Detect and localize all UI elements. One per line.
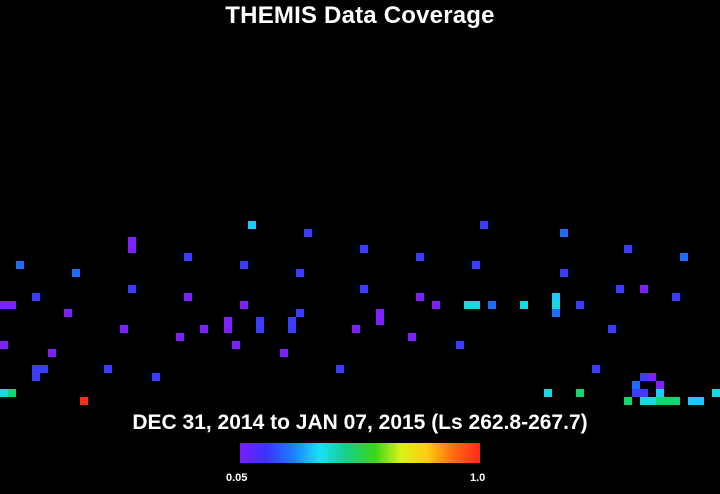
coverage-cell [640,389,648,397]
coverage-cell [224,317,232,325]
coverage-cell [128,245,136,253]
coverage-cell [248,221,256,229]
coverage-cell [640,373,648,381]
coverage-cell [552,301,560,309]
coverage-cell [608,325,616,333]
coverage-cell [16,261,24,269]
coverage-cell [416,293,424,301]
coverage-cell [296,309,304,317]
coverage-cell [416,253,424,261]
coverage-cell [432,301,440,309]
coverage-cell [224,325,232,333]
coverage-cell [640,397,648,405]
coverage-cell [8,301,16,309]
coverage-cell [544,389,552,397]
coverage-cell [656,381,664,389]
coverage-cell [360,245,368,253]
coverage-cell [672,397,680,405]
coverage-cell [632,389,640,397]
coverage-cell [552,293,560,301]
coverage-cell [200,325,208,333]
coverage-cell [680,253,688,261]
coverage-cell [176,333,184,341]
coverage-cell [472,261,480,269]
coverage-cell [408,333,416,341]
coverage-cell [120,325,128,333]
coverage-cell [184,293,192,301]
coverage-cell [104,365,112,373]
coverage-cell [184,253,192,261]
coverage-cell [240,301,248,309]
coverage-cell [456,341,464,349]
coverage-cell [40,365,48,373]
coverage-cell [376,317,384,325]
coverage-cell [616,285,624,293]
coverage-cell [32,373,40,381]
coverage-cell [32,365,40,373]
coverage-cell [552,309,560,317]
coverage-cell [632,381,640,389]
coverage-cell [288,325,296,333]
coverage-cell [80,397,88,405]
coverage-cell [592,365,600,373]
coverage-cell [560,229,568,237]
coverage-cell [640,285,648,293]
coverage-cell [488,301,496,309]
coverage-cell [0,389,8,397]
colorbar-max-label: 1.0 [470,472,486,484]
coverage-cell [296,269,304,277]
coverage-cell [240,261,248,269]
coverage-cell [624,397,632,405]
coverage-cell [360,285,368,293]
coverage-cell [280,349,288,357]
coverage-cell [376,309,384,317]
coverage-cell [64,309,72,317]
coverage-cell [672,293,680,301]
coverage-cell [304,229,312,237]
coverage-cell [256,317,264,325]
date-range-label: DEC 31, 2014 to JAN 07, 2015 (Ls 262.8-2… [132,411,588,434]
coverage-cell [576,389,584,397]
coverage-cell [520,301,528,309]
coverage-cell [0,301,8,309]
coverage-cell [624,245,632,253]
coverage-cell [128,237,136,245]
coverage-cell [152,373,160,381]
coverage-cell [32,293,40,301]
colorbar-min-label: 0.05 [226,472,248,484]
coverage-cell [352,325,360,333]
coverage-cell [656,397,664,405]
coverage-cell [472,301,480,309]
coverage-cell [576,301,584,309]
coverage-cell [648,373,656,381]
coverage-cell [648,397,656,405]
coverage-cell [664,397,672,405]
coverage-cell [464,301,472,309]
coverage-cell [560,269,568,277]
coverage-cell [480,221,488,229]
coverage-cell [232,341,240,349]
coverage-cell [688,397,696,405]
coverage-cell [48,349,56,357]
map-title: THEMIS Data Coverage [225,2,495,29]
coverage-cell [128,285,136,293]
coverage-cell [656,389,664,397]
coverage-cell [0,341,8,349]
coverage-cell [712,389,720,397]
colorbar [240,443,480,463]
coverage-cell [256,325,264,333]
coverage-cell [8,389,16,397]
coverage-cell [696,397,704,405]
coverage-cell [336,365,344,373]
coverage-cell [72,269,80,277]
coverage-cell [288,317,296,325]
